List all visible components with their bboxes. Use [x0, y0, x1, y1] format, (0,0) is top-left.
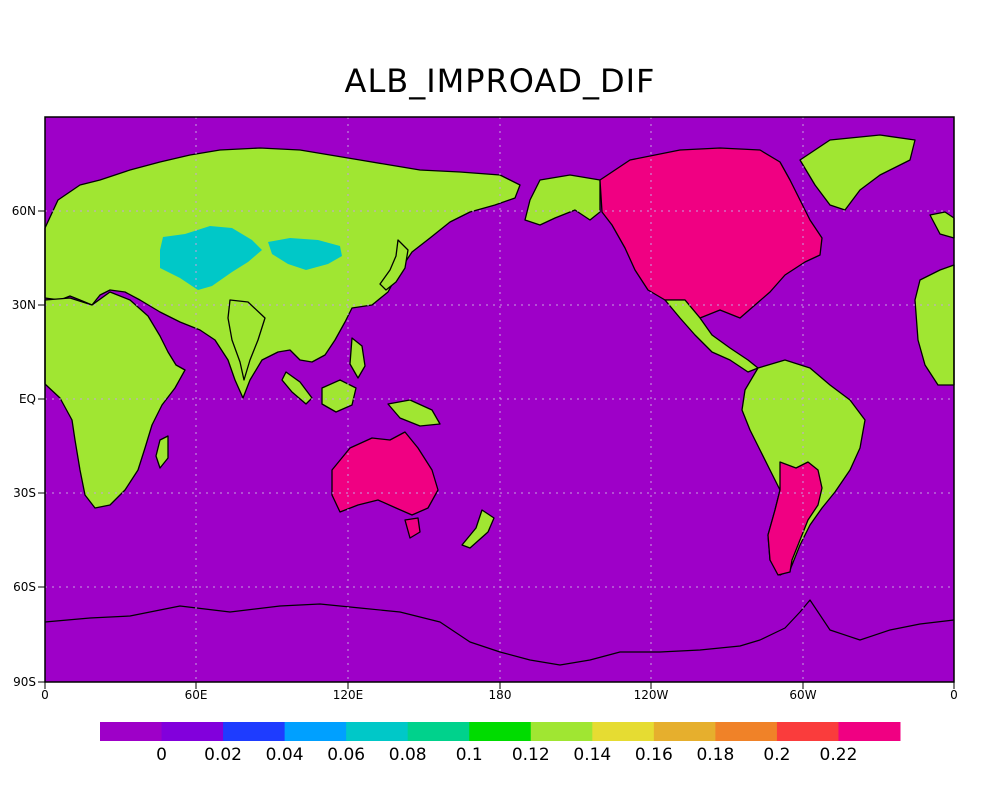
colorbar-swatch	[592, 722, 655, 741]
x-tick-label: 0	[41, 688, 49, 702]
region-africa	[44, 291, 186, 509]
colorbar-label: 0.08	[389, 745, 427, 765]
region-central-asia-east	[268, 238, 342, 270]
region-madagascar	[155, 435, 169, 469]
colorbar-swatch	[653, 722, 716, 741]
colorbar-swatch	[223, 722, 286, 741]
colorbar-label: 0.16	[635, 745, 673, 765]
colorbar-label: 0.06	[327, 745, 365, 765]
y-tick-label: 60N	[12, 204, 36, 218]
region-central-asia	[160, 226, 262, 290]
region-philippines	[349, 337, 366, 379]
colorbar-label: 0	[156, 745, 167, 765]
colorbar-swatch	[469, 722, 532, 741]
region-sumatra	[281, 371, 313, 405]
x-tick-label: 60W	[789, 688, 816, 702]
colorbar-label: 0.2	[763, 745, 790, 765]
colorbar-swatch	[530, 722, 593, 741]
map-title: ALB_IMPROAD_DIF	[344, 62, 656, 100]
region-europe-east-edge	[914, 264, 955, 386]
region-indian-peninsula	[227, 299, 266, 381]
x-tick-label: 180	[489, 688, 512, 702]
region-japan	[379, 239, 409, 291]
region-tasmania	[404, 517, 421, 539]
colorbar-swatch	[407, 722, 470, 741]
x-tick-label: 60E	[185, 688, 208, 702]
region-greenland	[799, 134, 916, 211]
colorbar-label: 0.02	[204, 745, 242, 765]
region-alaska	[524, 174, 601, 226]
y-tick-label: 30S	[13, 486, 36, 500]
colorbar-label: 0.1	[456, 745, 483, 765]
region-new-zealand	[461, 509, 495, 549]
region-argentina	[767, 461, 823, 576]
colorbar-swatch	[715, 722, 778, 741]
y-tick-label: 30N	[12, 298, 36, 312]
region-north-america	[599, 147, 823, 319]
colorbar-label: 0.04	[266, 745, 304, 765]
y-tick-label: 90S	[13, 675, 36, 689]
colorbar-swatch	[161, 722, 224, 741]
colorbar-label: 0.22	[820, 745, 858, 765]
region-antarctica-coast	[44, 599, 955, 666]
colorbar-swatch	[284, 722, 347, 741]
x-tick-label: 120W	[634, 688, 669, 702]
colorbar-swatch	[100, 722, 163, 741]
tick-marks	[38, 210, 955, 689]
colorbar-label: 0.14	[573, 745, 611, 765]
colorbar-swatch	[346, 722, 409, 741]
colorbar-swatch	[776, 722, 839, 741]
x-tick-label: 120E	[333, 688, 364, 702]
y-tick-label: EQ	[19, 392, 36, 406]
colorbar: 0 0.02 0.04 0.06 0.08 0.1 0.12 0.14 0.16 0.18 0.2 0…	[100, 722, 901, 765]
colorbar-label: 0.18	[696, 745, 734, 765]
y-tick-label: 60S	[13, 580, 36, 594]
colorbar-label: 0.12	[512, 745, 550, 765]
gridlines	[45, 117, 954, 682]
colorbar-swatch	[838, 722, 901, 741]
region-new-guinea	[387, 399, 441, 427]
x-tick-label: 0	[950, 688, 958, 702]
region-australia	[331, 431, 439, 516]
region-eurasia	[44, 147, 521, 399]
